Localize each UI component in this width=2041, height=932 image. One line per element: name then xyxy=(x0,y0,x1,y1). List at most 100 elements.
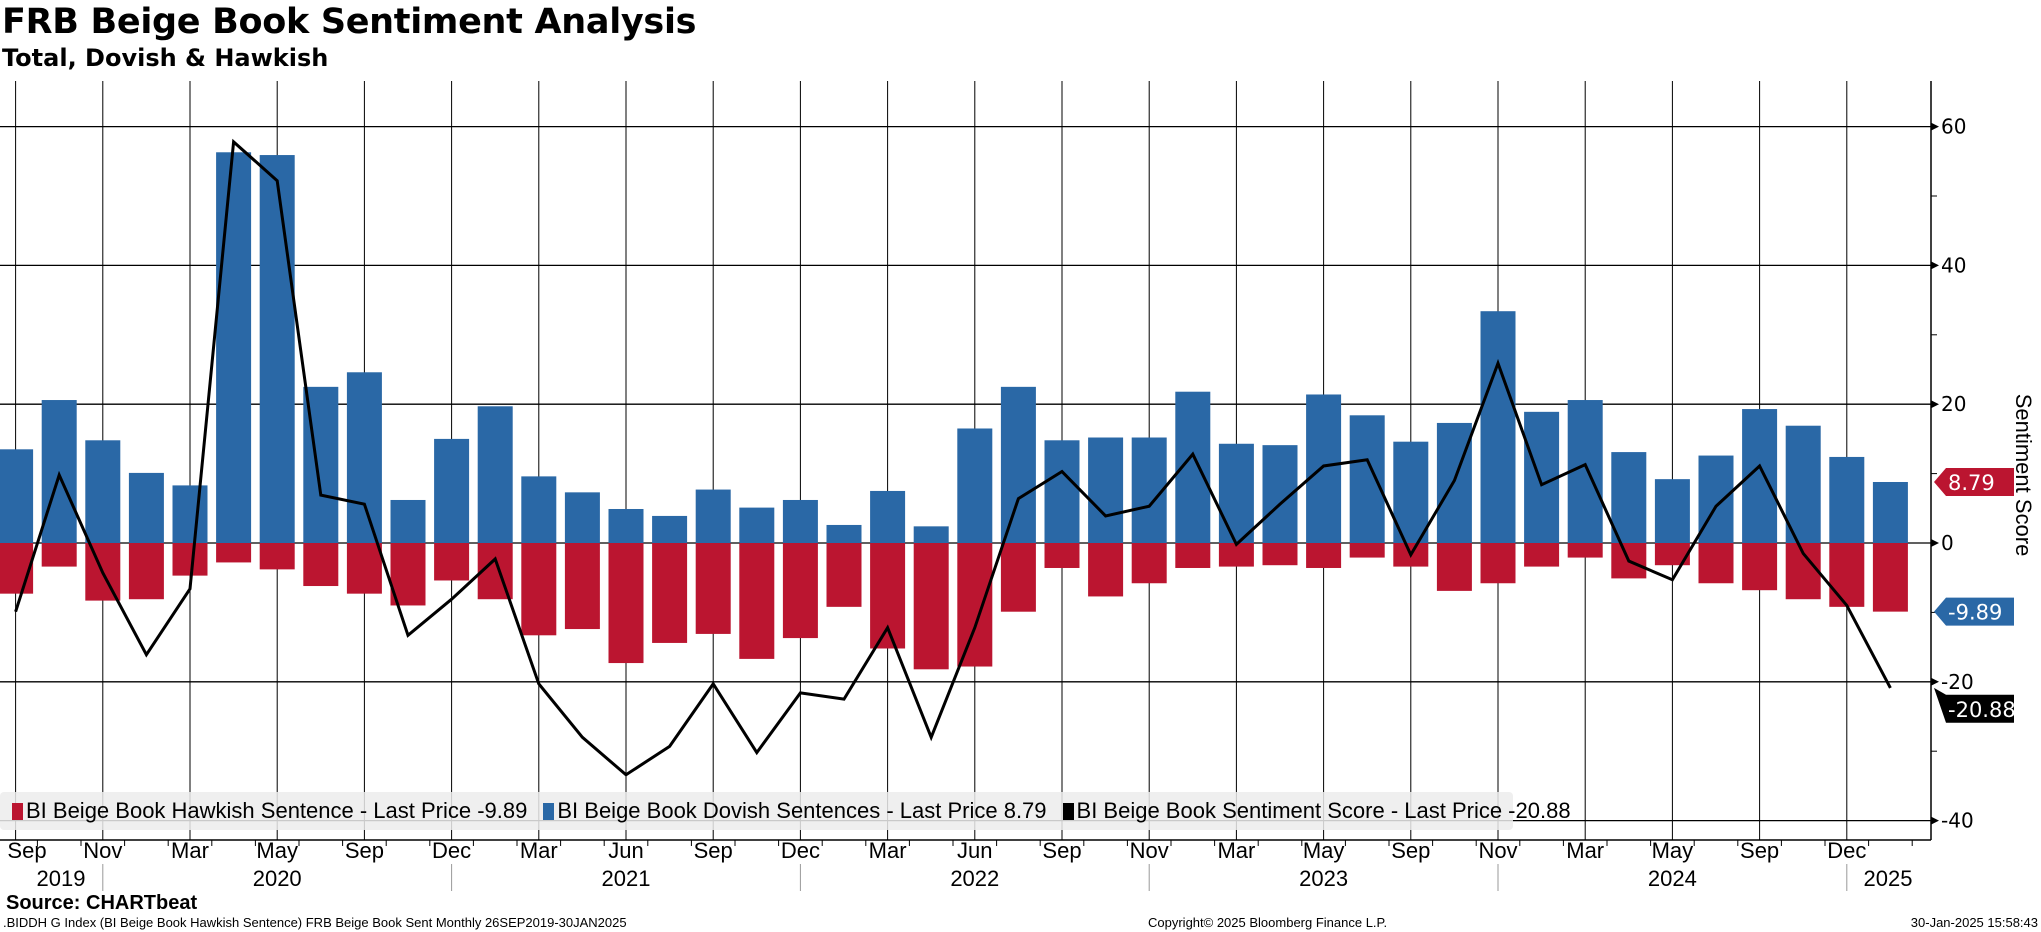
dovish-bar xyxy=(1829,456,1865,543)
hawkish-bar xyxy=(172,543,208,576)
sentiment-line xyxy=(14,138,1892,777)
dovish-bar xyxy=(1785,425,1821,543)
footer-ticker-info: .BIDDH G Index (BI Beige Book Hawkish Se… xyxy=(3,915,627,930)
dovish-bar xyxy=(172,485,208,543)
x-tick-month-label: Sep xyxy=(345,838,384,863)
x-tick-month-label: Sep xyxy=(1740,838,1779,863)
x-tick-year-label: 2024 xyxy=(1648,866,1697,891)
dovish-last-value-badge xyxy=(1934,597,2014,626)
hawkish-bar xyxy=(739,543,775,659)
x-tick-month-label: Dec xyxy=(781,838,820,863)
hawkish-bar xyxy=(652,543,688,643)
hawkish-bar xyxy=(1742,543,1778,591)
y-tick-label: -40 xyxy=(1941,809,1974,833)
dovish-bar xyxy=(1872,481,1908,543)
hawkish-bar xyxy=(1262,543,1298,566)
x-tick-month-label: Sep xyxy=(7,838,46,863)
legend-swatch-dovish xyxy=(543,802,555,820)
y-tick-label: 20 xyxy=(1941,392,1966,416)
hawkish-bar xyxy=(957,543,993,667)
hawkish-bar xyxy=(1872,543,1908,612)
x-tick-month-label: Mar xyxy=(1217,838,1255,863)
last-value-badges: -9.89 8.79 -20.88 xyxy=(1934,467,2016,723)
x-tick-month-label: Mar xyxy=(1566,838,1604,863)
legend-item-hawkish: BI Beige Book Hawkish Sentence - Last Pr… xyxy=(12,798,527,824)
hawkish-last-value-badge xyxy=(1934,467,2014,496)
dovish-bar xyxy=(1044,440,1080,543)
hawkish-bar xyxy=(1000,543,1036,612)
legend-label: BI Beige Book Dovish Sentences - Last Pr… xyxy=(557,798,1047,823)
dovish-bar xyxy=(652,515,688,543)
sentiment-last-value-badge xyxy=(1934,687,2014,723)
hawkish-last-value-label: 8.79 xyxy=(1948,471,1995,495)
dovish-bar xyxy=(1654,479,1690,543)
x-tick-month-label: Mar xyxy=(520,838,558,863)
legend-swatch-hawkish xyxy=(12,802,23,820)
dovish-last-value-label: -9.89 xyxy=(1948,601,2002,625)
dovish-bar xyxy=(521,476,557,543)
hawkish-bar xyxy=(1044,543,1080,568)
hawkish-bar xyxy=(390,543,426,606)
y-tick-arrow xyxy=(1931,261,1939,270)
hawkish-bar xyxy=(1175,543,1211,568)
legend-item-dovish: BI Beige Book Dovish Sentences - Last Pr… xyxy=(543,798,1047,824)
dovish-bar xyxy=(957,428,993,543)
hawkish-bar xyxy=(1349,543,1385,558)
hawkish-bar xyxy=(870,543,906,649)
x-tick-year-label: 2022 xyxy=(950,866,999,891)
hawkish-bar xyxy=(1436,543,1472,591)
x-tick-month-label: May xyxy=(256,838,298,863)
dovish-bar xyxy=(1088,437,1124,543)
footer-copyright: Copyright© 2025 Bloomberg Finance L.P. xyxy=(1148,915,1388,930)
hawkish-bar xyxy=(826,543,862,607)
hawkish-bar xyxy=(564,543,600,630)
dovish-bar xyxy=(826,524,862,543)
dovish-bar xyxy=(1218,443,1254,543)
dovish-bar xyxy=(1611,452,1647,543)
legend-label: BI Beige Book Hawkish Sentence - Last Pr… xyxy=(26,798,528,823)
sentiment-score-line xyxy=(14,138,1892,777)
dovish-bar xyxy=(1306,394,1342,543)
x-tick-month-label: Nov xyxy=(1130,838,1169,863)
x-tick-month-label: Mar xyxy=(171,838,209,863)
source-note: Source: CHARTbeat xyxy=(6,892,198,914)
hawkish-bar xyxy=(1306,543,1342,568)
dovish-bar xyxy=(1524,411,1560,543)
legend-label: BI Beige Book Sentiment Score - Last Pri… xyxy=(1076,798,1571,823)
dovish-bar xyxy=(1480,311,1516,543)
legend: BI Beige Book Hawkish Sentence - Last Pr… xyxy=(0,792,1571,830)
legend-swatch-sentiment xyxy=(1062,802,1074,820)
hawkish-bar xyxy=(216,543,252,563)
x-tick-year-label: 2020 xyxy=(253,866,302,891)
dovish-bar xyxy=(216,152,252,543)
hawkish-bar xyxy=(1567,543,1603,558)
hawkish-bar xyxy=(913,543,949,670)
chart-subtitle: Total, Dovish & Hawkish xyxy=(2,44,329,72)
dovish-bar xyxy=(434,438,470,543)
dovish-bar xyxy=(1000,386,1036,543)
x-tick-month-label: Dec xyxy=(1827,838,1866,863)
x-tick-month-label: Mar xyxy=(869,838,907,863)
dovish-bar xyxy=(782,499,818,543)
y-tick-arrow xyxy=(1931,122,1939,131)
dovish-bar xyxy=(608,508,644,543)
hawkish-bar xyxy=(1480,543,1516,584)
hawkish-bar xyxy=(303,543,339,587)
dovish-bar xyxy=(913,526,949,543)
hawkish-bar xyxy=(1829,543,1865,607)
hawkish-bar xyxy=(1088,543,1124,597)
hawkish-bar xyxy=(0,543,34,594)
dovish-bar xyxy=(695,489,731,543)
dovish-bar xyxy=(739,507,775,543)
axes: 60 40 20 0 -20 -40 Sep Nov Mar May Sep Dec Mar Jun Sep… xyxy=(0,81,1974,891)
y-tick-label: 40 xyxy=(1941,253,1966,277)
y-tick-label: -20 xyxy=(1941,670,1974,694)
dovish-bar xyxy=(346,372,382,543)
dovish-bar xyxy=(870,490,906,543)
dovish-bar xyxy=(1698,455,1734,543)
dovish-bar xyxy=(390,499,426,543)
bars xyxy=(0,152,1908,670)
hawkish-bar xyxy=(1218,543,1254,567)
legend-item-sentiment: BI Beige Book Sentiment Score - Last Pri… xyxy=(1062,798,1571,824)
